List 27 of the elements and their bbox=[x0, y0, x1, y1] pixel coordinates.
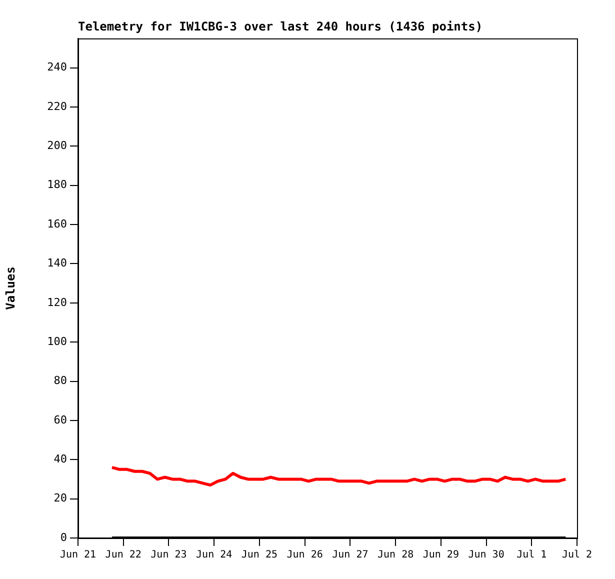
y-tick-label: 100 bbox=[47, 334, 67, 348]
x-tick-label: Jun 25 bbox=[241, 550, 278, 561]
y-tick-label: 240 bbox=[47, 60, 67, 74]
y-tick-label: 200 bbox=[47, 139, 67, 152]
x-tick-label: Jun 27 bbox=[332, 550, 368, 561]
x-tick-label: Jun 23 bbox=[150, 550, 187, 561]
x-tick-label: Jun 24 bbox=[196, 550, 232, 561]
y-tick-label: 60 bbox=[54, 413, 67, 426]
y-axis-title: Values bbox=[3, 266, 18, 310]
x-tick-label: Jul 2 bbox=[562, 550, 592, 561]
y-tick-label: 120 bbox=[47, 296, 67, 309]
y-tick-label: 160 bbox=[47, 217, 67, 230]
x-tick-label: Jun 26 bbox=[286, 550, 323, 561]
x-tick-label: Jun 21 bbox=[60, 550, 96, 561]
x-tick-label: Jul 1 bbox=[516, 550, 547, 561]
x-tick-label: Jun 30 bbox=[468, 550, 504, 561]
x-tick-label: Jun 28 bbox=[377, 550, 414, 561]
y-tick-label: 0 bbox=[60, 530, 67, 544]
y-tick-label: 40 bbox=[54, 452, 67, 466]
x-tick-label: Jun 22 bbox=[105, 550, 142, 561]
chart-title: Telemetry for IW1CBG-3 over last 240 hours (1436 points) bbox=[78, 19, 483, 34]
x-tick-label: Jun 29 bbox=[422, 550, 459, 561]
y-tick-label: 20 bbox=[54, 492, 67, 505]
y-tick-label: 220 bbox=[47, 100, 67, 113]
y-tick-label: 80 bbox=[54, 374, 67, 388]
y-tick-label: 140 bbox=[47, 256, 67, 270]
y-tick-label: 180 bbox=[47, 178, 67, 192]
